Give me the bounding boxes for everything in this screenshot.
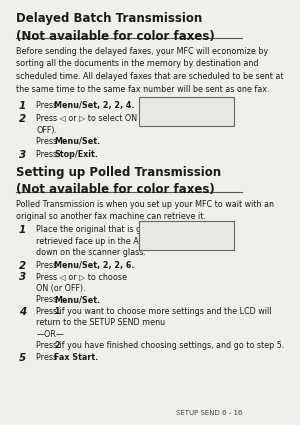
Text: Press: Press	[36, 295, 60, 304]
Text: Fax Start.: Fax Start.	[54, 353, 98, 362]
Text: down on the scanner glass.: down on the scanner glass.	[36, 248, 146, 257]
Text: SETUP SEND: SETUP SEND	[145, 228, 189, 234]
Text: Press: Press	[36, 353, 60, 362]
Text: Setting up Polled Transmission: Setting up Polled Transmission	[16, 166, 221, 178]
Text: 6.POLLED TX: 6.POLLED TX	[145, 238, 193, 244]
Text: Place the original that is going to be: Place the original that is going to be	[36, 225, 182, 234]
Text: Press: Press	[36, 261, 60, 269]
Text: Menu/Set.: Menu/Set.	[54, 137, 100, 146]
Text: 5: 5	[19, 353, 26, 363]
Text: the same time to the same fax number will be sent as one fax.: the same time to the same fax number wil…	[16, 85, 270, 94]
Text: OFF).: OFF).	[36, 125, 57, 135]
Text: Menu/Set, 2, 2, 6.: Menu/Set, 2, 2, 6.	[54, 261, 135, 269]
Text: scheduled time. All delayed faxes that are scheduled to be sent at: scheduled time. All delayed faxes that a…	[16, 72, 284, 81]
Text: SETUP SEND 6 - 16: SETUP SEND 6 - 16	[176, 410, 242, 416]
Text: Menu/Set, 2, 2, 4.: Menu/Set, 2, 2, 4.	[54, 102, 135, 111]
Text: 4: 4	[19, 307, 26, 317]
Text: Press: Press	[36, 307, 60, 316]
Text: SETUP SEND: SETUP SEND	[145, 104, 189, 110]
Text: Press: Press	[36, 341, 60, 350]
Text: Stop/Exit.: Stop/Exit.	[54, 150, 98, 159]
Text: Press: Press	[36, 137, 60, 146]
Text: retrieved face up in the ADF, or face: retrieved face up in the ADF, or face	[36, 237, 183, 246]
FancyBboxPatch shape	[139, 221, 233, 250]
Text: —OR—: —OR—	[36, 330, 64, 339]
Text: Press: Press	[36, 150, 60, 159]
Text: (Not available for color faxes): (Not available for color faxes)	[16, 183, 215, 196]
Text: Before sending the delayed faxes, your MFC will economize by: Before sending the delayed faxes, your M…	[16, 47, 268, 56]
Text: Press ◁ or ▷ to choose: Press ◁ or ▷ to choose	[36, 272, 127, 281]
Text: sorting all the documents in the memory by destination and: sorting all the documents in the memory …	[16, 59, 259, 68]
Text: 3: 3	[19, 150, 26, 160]
Text: Delayed Batch Transmission: Delayed Batch Transmission	[16, 12, 202, 25]
Text: Press ◁ or ▷ to select ON (or: Press ◁ or ▷ to select ON (or	[36, 114, 151, 123]
Text: 1: 1	[19, 102, 26, 111]
Text: 2: 2	[54, 341, 60, 350]
Text: 2: 2	[19, 261, 26, 271]
Text: 1: 1	[54, 307, 60, 316]
Text: Polled Transmission is when you set up your MFC to wait with an: Polled Transmission is when you set up y…	[16, 200, 274, 209]
Text: 3: 3	[19, 272, 26, 283]
Text: ON (or OFF).: ON (or OFF).	[36, 284, 86, 293]
FancyBboxPatch shape	[139, 97, 233, 126]
Text: 1: 1	[19, 225, 26, 235]
Text: Menu/Set.: Menu/Set.	[54, 295, 100, 304]
Text: (Not available for color faxes): (Not available for color faxes)	[16, 30, 215, 42]
Text: if you want to choose more settings and the LCD will: if you want to choose more settings and …	[57, 307, 272, 316]
Text: original so another fax machine can retrieve it.: original so another fax machine can retr…	[16, 212, 206, 221]
Text: if you have finished choosing settings, and go to step 5.: if you have finished choosing settings, …	[57, 341, 285, 350]
Text: 4.BATCH TX: 4.BATCH TX	[145, 114, 189, 120]
Text: return to the SETUP SEND menu: return to the SETUP SEND menu	[36, 318, 165, 328]
Text: Press: Press	[36, 102, 60, 111]
Text: 2: 2	[19, 114, 26, 124]
